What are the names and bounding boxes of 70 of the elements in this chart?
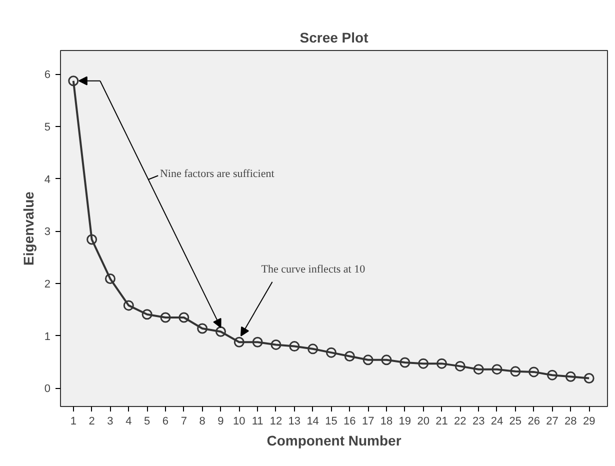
point <box>400 357 410 368</box>
x-tick-label: 26 <box>528 416 540 428</box>
point <box>104 274 116 284</box>
x-tick-label: 23 <box>472 416 485 428</box>
point <box>584 372 594 384</box>
point <box>68 76 79 86</box>
point <box>123 300 134 311</box>
y-tick-label: 1 <box>44 330 51 343</box>
point <box>473 364 484 375</box>
x-tick-label: 4 <box>126 416 132 428</box>
x-tick-label: 12 <box>270 416 282 428</box>
point <box>289 341 300 352</box>
x-tick-label: 14 <box>306 416 319 428</box>
x-tick-label: 19 <box>398 416 412 428</box>
x-tick-label: 22 <box>454 416 466 428</box>
point <box>344 351 355 362</box>
y-tick-label: 4 <box>44 174 51 186</box>
point <box>546 370 558 380</box>
point <box>270 339 282 350</box>
y-axis-title: Eigenvalue <box>20 191 36 266</box>
x-axis-title: Component Number <box>266 432 402 448</box>
point <box>381 354 392 366</box>
x-tick-label: 1 <box>70 416 76 428</box>
point <box>160 312 171 323</box>
x-tick-label: 20 <box>417 416 430 428</box>
point <box>252 336 263 348</box>
point <box>436 358 447 369</box>
y-tick-label: 3 <box>44 226 51 238</box>
point <box>142 309 152 320</box>
point <box>362 354 374 366</box>
x-tick-label: 8 <box>199 416 206 428</box>
point <box>510 366 521 377</box>
x-tick-label: 21 <box>436 416 448 428</box>
y-tick-label: 5 <box>44 121 51 134</box>
point <box>528 366 540 378</box>
x-tick-label: 10 <box>233 416 246 428</box>
x-tick-label: 11 <box>252 416 264 428</box>
x-tick-label: 6 <box>162 416 169 428</box>
point <box>215 326 226 337</box>
x-tick-label: 18 <box>380 416 393 428</box>
annotation: Nine factors are sufficient <box>160 168 274 180</box>
x-tick-label: 17 <box>362 416 374 428</box>
point <box>308 344 318 354</box>
x-tick-label: 9 <box>218 416 224 428</box>
x-tick-label: 25 <box>509 416 522 428</box>
point <box>326 347 336 358</box>
point <box>454 360 466 372</box>
point <box>492 364 502 375</box>
x-tick-label: 13 <box>288 416 301 428</box>
x-tick-label: 27 <box>546 416 558 428</box>
chart-title: Scree Plot <box>300 30 369 46</box>
point <box>178 312 190 323</box>
x-tick-label: 7 <box>180 416 187 428</box>
y-tick-label: 0 <box>44 383 51 396</box>
x-tick-label: 16 <box>344 416 356 428</box>
x-tick-label: 15 <box>325 416 338 428</box>
x-tick-label: 3 <box>107 416 114 428</box>
x-tick-label: 2 <box>88 416 95 428</box>
x-tick-label: 5 <box>144 416 150 428</box>
point <box>234 336 244 348</box>
y-tick-label: 2 <box>44 278 51 290</box>
y-tick-label: 6 <box>44 69 51 82</box>
annotation: The curve inflects at 10 <box>261 264 366 276</box>
x-tick-label: 24 <box>490 416 504 428</box>
point <box>197 323 208 334</box>
x-tick-label: 28 <box>564 416 577 428</box>
point <box>565 371 576 382</box>
point <box>86 234 98 245</box>
point <box>418 358 429 369</box>
x-tick-label: 29 <box>582 416 596 428</box>
